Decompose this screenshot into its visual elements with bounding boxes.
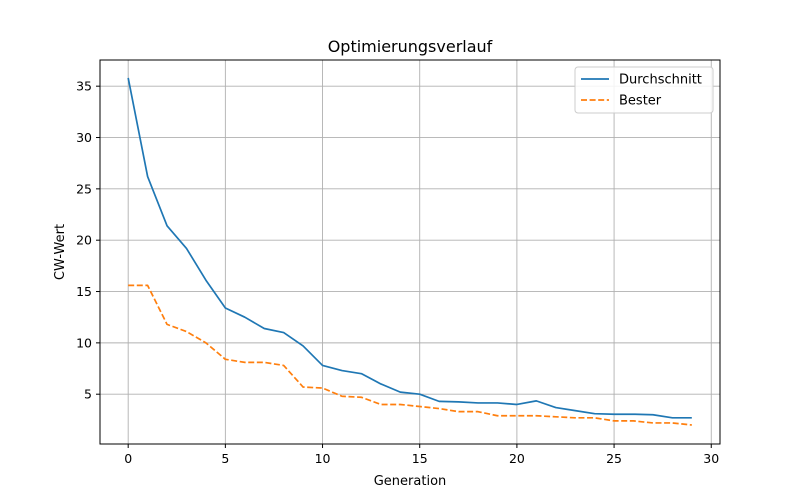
chart-title: Optimierungsverlauf bbox=[328, 37, 493, 56]
y-tick-label: 5 bbox=[84, 387, 92, 402]
x-tick-label: 20 bbox=[509, 451, 525, 466]
y-tick-label: 30 bbox=[76, 130, 92, 145]
y-tick-label: 20 bbox=[76, 233, 92, 248]
plot-frame bbox=[99, 59, 721, 445]
axis-ticks: 0 5 10 15 20 25 30 5 10 15 20 25 30 35 bbox=[76, 79, 719, 466]
legend: Durchschnitt Bester bbox=[574, 66, 714, 114]
x-tick-label: 30 bbox=[703, 451, 719, 466]
legend-label-bester: Bester bbox=[619, 94, 662, 109]
legend-box bbox=[574, 66, 714, 114]
y-tick-label: 15 bbox=[76, 284, 92, 299]
y-tick-label: 35 bbox=[76, 79, 92, 94]
series-line-bester bbox=[128, 284, 692, 426]
x-tick-label: 0 bbox=[124, 451, 132, 466]
y-axis-label: CW-Wert bbox=[53, 224, 68, 280]
y-tick-label: 25 bbox=[76, 181, 92, 196]
x-axis-label: Generation bbox=[374, 474, 447, 489]
x-tick-label: 25 bbox=[606, 451, 622, 466]
y-tick-label: 10 bbox=[76, 335, 92, 350]
x-tick-label: 10 bbox=[315, 451, 331, 466]
x-tick-label: 5 bbox=[221, 451, 229, 466]
grid bbox=[100, 60, 720, 444]
x-tick-label: 15 bbox=[412, 451, 428, 466]
series-line-durchschnitt bbox=[127, 77, 692, 419]
legend-label-durchschnitt: Durchschnitt bbox=[619, 73, 702, 88]
series-lines bbox=[127, 77, 692, 426]
